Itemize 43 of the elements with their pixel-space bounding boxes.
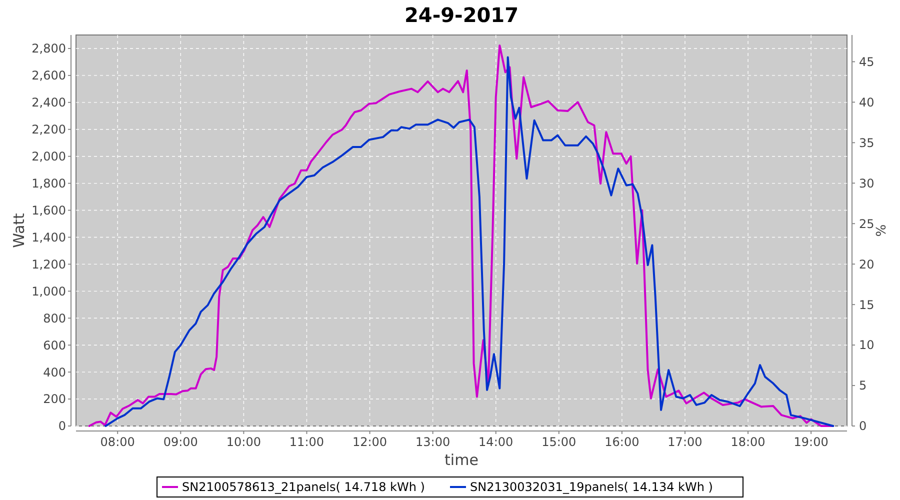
y2-tick-label: 15 bbox=[859, 298, 874, 312]
y2-tick-label: 40 bbox=[859, 95, 874, 110]
x-tick-label: 19:00 bbox=[794, 435, 828, 449]
y-tick-label: 2,800 bbox=[32, 42, 66, 56]
y-tick-label: 1,000 bbox=[32, 284, 66, 298]
y2-tick-label: 20 bbox=[859, 257, 874, 272]
x-tick-label: 14:00 bbox=[478, 435, 514, 449]
x-tick-label: 15:00 bbox=[542, 435, 576, 449]
y-tick-label: 800 bbox=[43, 311, 66, 326]
x-tick-label: 09:00 bbox=[163, 435, 198, 449]
x-tick-label: 10:00 bbox=[226, 435, 261, 449]
x-tick-label: 08:00 bbox=[100, 435, 135, 449]
y-tick-label: 2,400 bbox=[32, 96, 66, 110]
x-tick-label: 11:00 bbox=[289, 435, 324, 449]
legend-label: SN2100578613_21panels( 14.718 kWh ) bbox=[182, 480, 425, 494]
chart-title: 24-9-2017 bbox=[404, 3, 519, 27]
y-tick-label: 2,200 bbox=[32, 122, 66, 137]
x-tick-label: 18:00 bbox=[730, 435, 766, 449]
y-tick-label: 1,800 bbox=[32, 176, 66, 191]
legend-label: SN2130032031_19panels( 14.134 kWh ) bbox=[470, 480, 713, 494]
y-tick-label: 1,200 bbox=[32, 257, 66, 272]
y-tick-label: 600 bbox=[43, 338, 66, 352]
y2-axis-title: % bbox=[872, 224, 887, 237]
x-axis-title: time bbox=[444, 451, 478, 469]
y2-tick-label: 45 bbox=[859, 54, 874, 69]
y2-tick-label: 0 bbox=[859, 419, 867, 434]
y2-tick-label: 35 bbox=[859, 136, 874, 150]
y-tick-label: 200 bbox=[43, 392, 66, 406]
x-tick-label: 13:00 bbox=[416, 435, 450, 449]
y2-tick-label: 30 bbox=[859, 176, 874, 190]
y-tick-label: 400 bbox=[43, 365, 66, 380]
x-tick-label: 16:00 bbox=[604, 435, 640, 449]
y-tick-label: 1,600 bbox=[32, 203, 66, 218]
y-axis-title: Watt bbox=[10, 212, 28, 248]
y2-tick-label: 5 bbox=[859, 378, 867, 393]
y2-tick-label: 25 bbox=[859, 216, 874, 231]
y-tick-label: 2,600 bbox=[32, 68, 66, 83]
x-tick-label: 12:00 bbox=[352, 435, 388, 449]
y-tick-label: 2,000 bbox=[32, 150, 66, 164]
y-tick-label: 0 bbox=[58, 419, 66, 434]
y-tick-label: 1,400 bbox=[32, 230, 66, 244]
y2-tick-label: 10 bbox=[859, 338, 874, 352]
x-tick-label: 17:00 bbox=[668, 435, 702, 449]
